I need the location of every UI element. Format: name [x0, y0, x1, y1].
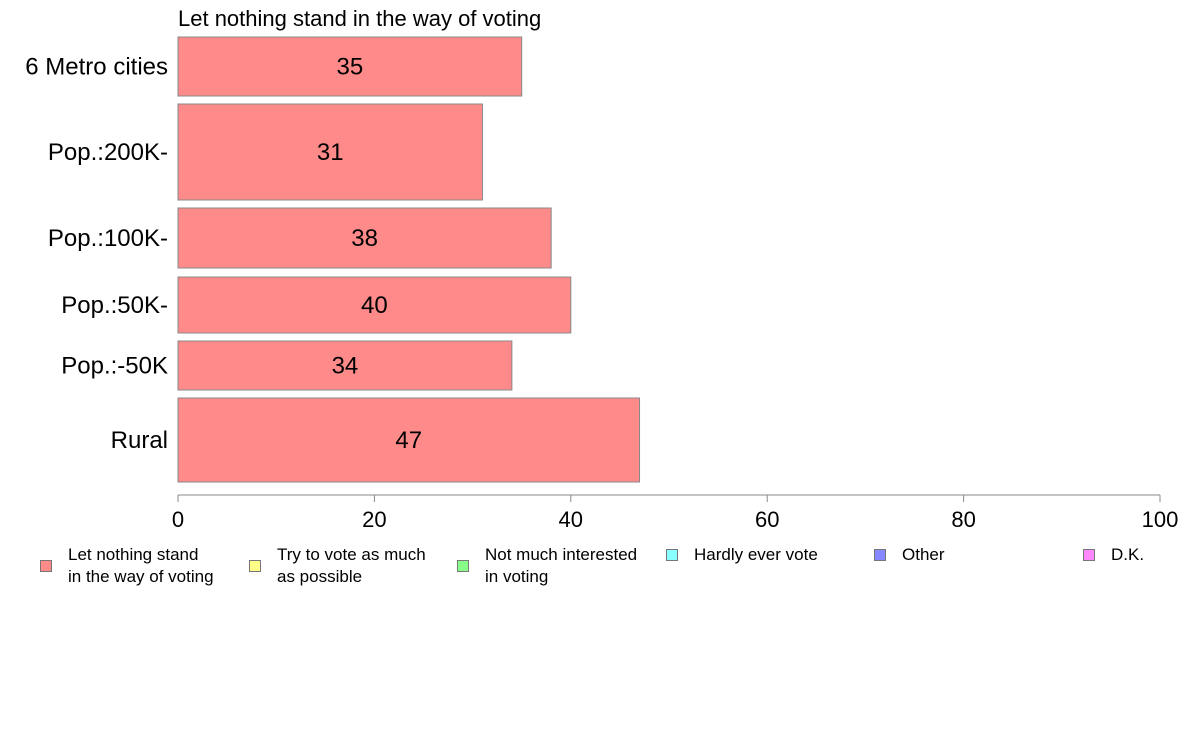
bar-0	[177, 36, 523, 97]
legend-swatch	[457, 560, 469, 572]
legend-swatch	[1083, 549, 1095, 561]
x-tick-label: 20	[362, 507, 386, 532]
legend-item: Hardly ever vote	[666, 544, 818, 566]
bar-value-label: 31	[317, 139, 344, 166]
bar-5	[177, 397, 641, 483]
bar-2	[177, 207, 552, 269]
bar-value-label: 47	[395, 427, 422, 454]
bar-chart: Let nothing stand in the way of voting 3…	[25, 6, 1179, 532]
x-tick-label: 100	[1142, 507, 1179, 532]
bar-4	[177, 340, 513, 391]
legend: Let nothing stand in the way of voting Tr…	[0, 540, 1188, 600]
legend-item: Other	[874, 544, 945, 566]
legend-item: D.K.	[1083, 544, 1144, 566]
legend-item: Not much interested in voting	[457, 544, 637, 588]
category-label: 6 Metro cities	[25, 54, 168, 81]
category-label: Pop.:-50K	[61, 353, 168, 380]
bar-3	[177, 276, 572, 334]
legend-label: D.K.	[1111, 545, 1145, 564]
category-label: Pop.:100K-	[48, 225, 168, 252]
x-tick-label: 40	[559, 507, 583, 532]
legend-swatch	[874, 549, 886, 561]
bars-group: 35 31 38 40 34 47	[177, 36, 641, 483]
bar-value-label: 35	[336, 54, 363, 81]
category-labels: 6 Metro cities Pop.:200K- Pop.:100K- Pop.:5…	[25, 54, 168, 455]
x-tick-label: 80	[951, 507, 975, 532]
legend-item: Let nothing stand in the way of voting	[40, 544, 214, 588]
x-tick-label: 0	[172, 507, 184, 532]
legend-label: Let nothing stand in the way of voting	[68, 545, 214, 586]
legend-label: Other	[902, 545, 945, 564]
x-axis: 0 20 40 60 80 100	[172, 494, 1179, 532]
legend-swatch	[249, 560, 261, 572]
category-label: Rural	[111, 427, 168, 454]
legend-label: Hardly ever vote	[694, 545, 818, 564]
chart-title: Let nothing stand in the way of voting	[178, 6, 541, 31]
legend-swatch	[666, 549, 678, 561]
bar-value-label: 40	[361, 292, 388, 319]
bar-1	[177, 103, 483, 201]
legend-label: Not much interested in voting	[485, 545, 638, 586]
bar-value-label: 34	[332, 353, 359, 380]
legend-item: Try to vote as much as possible	[249, 544, 426, 588]
legend-label: Try to vote as much as possible	[277, 545, 426, 586]
bar-value-label: 38	[351, 225, 378, 252]
legend-swatch	[40, 560, 52, 572]
x-tick-label: 60	[755, 507, 779, 532]
category-label: Pop.:200K-	[48, 139, 168, 166]
category-label: Pop.:50K-	[61, 292, 168, 319]
